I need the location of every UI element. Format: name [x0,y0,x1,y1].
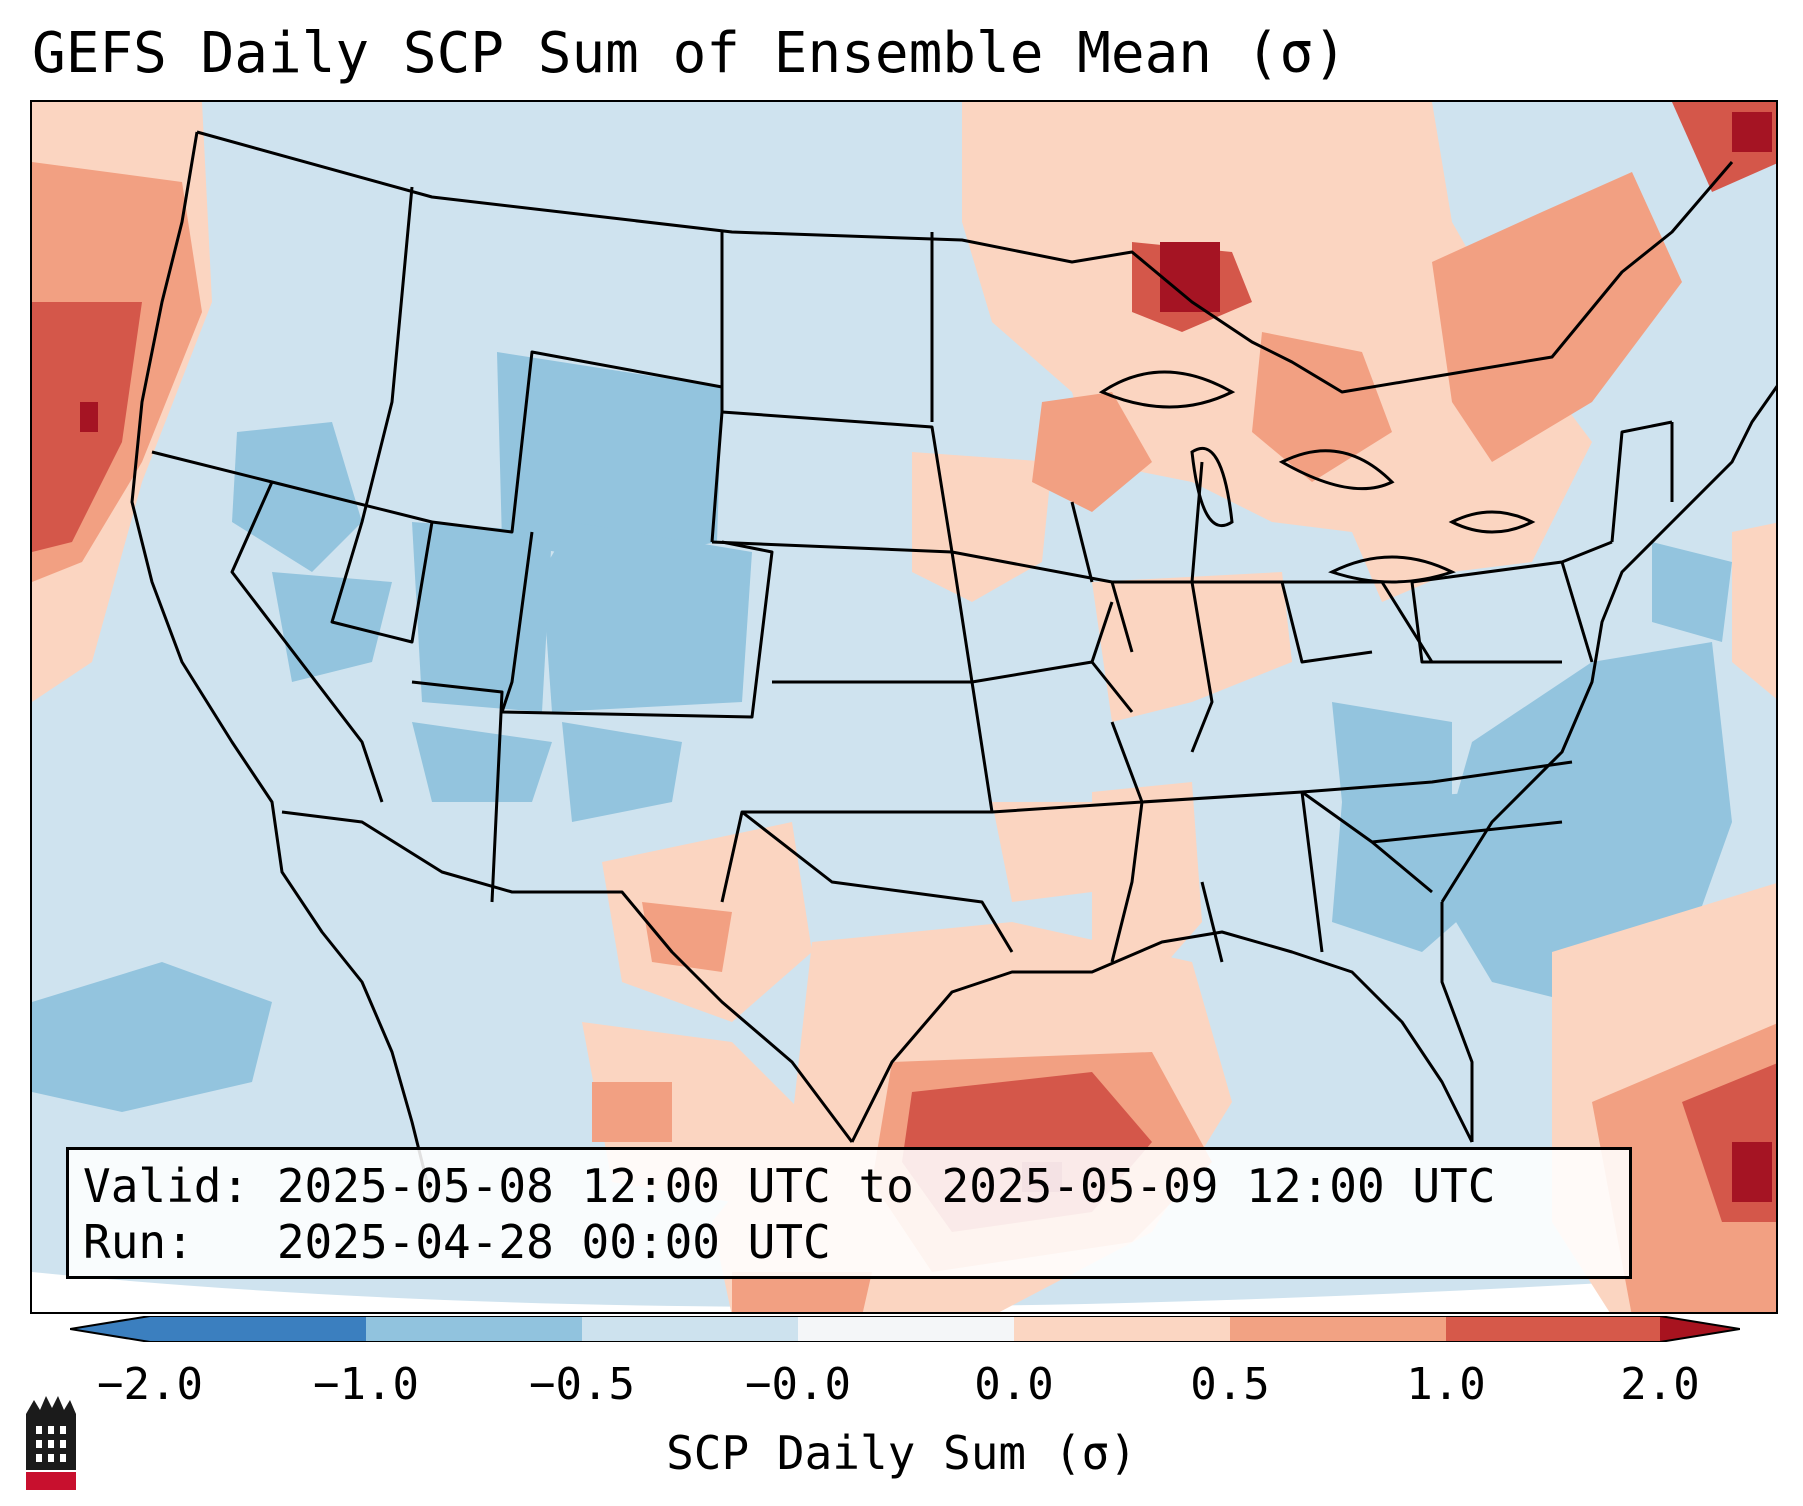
west-coastline [130,131,434,1203]
colorbar-extend-high [1660,1316,1740,1342]
great-lakes [1098,370,1536,584]
colorbar-segment-6 [1230,1316,1446,1342]
niu-logo-icon [26,1396,76,1490]
colorbar-segment-4 [798,1316,1014,1342]
east-coastline [1440,385,1776,903]
projection-edge [32,1272,1776,1312]
us-mexico-border [281,810,854,1143]
tick-label: 2.0 [1620,1359,1700,1410]
colorbar-segment-5 [1014,1316,1230,1342]
valid-time-text: Valid: 2025-05-08 12:00 UTC to 2025-05-0… [83,1159,1496,1213]
tick-label: 0.5 [1190,1359,1270,1410]
colorbar [70,1316,1740,1342]
political-boundaries [130,130,1776,1203]
valid-run-infobox: Valid: 2025-05-08 12:00 UTC to 2025-05-0… [66,1147,1632,1279]
negative-anomaly-areas [32,352,1732,1112]
colorbar-segment-2 [366,1316,582,1342]
florida-east-coast [1440,902,1474,1142]
colorbar-extend-low [70,1316,150,1342]
tick-label: −1.0 [313,1359,419,1410]
gulf-coastline [850,930,1474,1143]
colorbar-segment-7 [1446,1316,1660,1342]
colorbar-segment-3 [582,1316,798,1342]
scp-anomaly-map [32,102,1776,1312]
tick-label: 1.0 [1406,1359,1486,1410]
tick-label: −0.0 [745,1359,851,1410]
map-title: GEFS Daily SCP Sum of Ensemble Mean (σ) [32,21,1347,86]
colorbar-label: SCP Daily Sum (σ) [666,1426,1137,1480]
us-canada-border [196,130,1734,394]
tick-label: −0.5 [529,1359,635,1410]
tick-label: 0.0 [974,1359,1054,1410]
map-panel [30,100,1778,1314]
colorbar-ticks: −2.0 −1.0 −0.5 −0.0 0.0 0.5 1.0 2.0 [0,1360,1803,1420]
colorbar-segment-1 [150,1316,366,1342]
tick-label: −2.0 [97,1359,203,1410]
run-time-text: Run: 2025-04-28 00:00 UTC [83,1215,831,1269]
